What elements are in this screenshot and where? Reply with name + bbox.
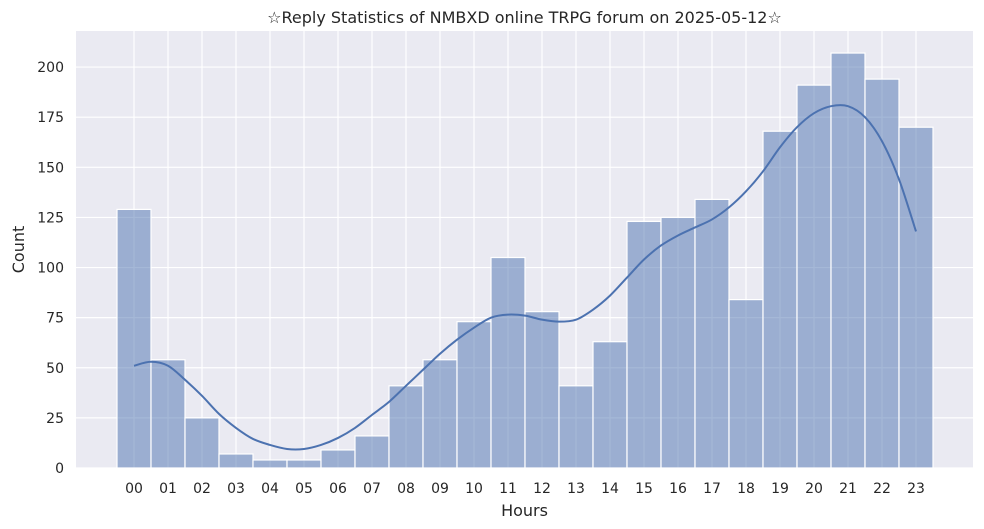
bar-hour-06: [320, 449, 356, 469]
x-tick-label-04: 04: [261, 481, 279, 497]
y-tick-labels: 0 25 50 75 100 125 150 175 200: [37, 60, 64, 477]
histogram-bars: [116, 52, 934, 469]
bar-hour-13: [558, 385, 594, 469]
x-tick-label-10: 10: [465, 481, 483, 497]
x-tick-label-19: 19: [771, 481, 789, 497]
x-tick-label-18: 18: [737, 481, 755, 497]
x-axis-title: Hours: [501, 501, 548, 520]
x-tick-label-21: 21: [839, 481, 857, 497]
x-tick-label-09: 09: [431, 481, 449, 497]
bar-hour-19: [762, 130, 798, 469]
x-tick-label-00: 00: [125, 481, 143, 497]
y-tick-label-175: 175: [37, 110, 64, 126]
bar-hour-08: [388, 385, 424, 469]
x-tick-label-03: 03: [227, 481, 245, 497]
bar-hour-14: [592, 341, 628, 469]
x-tick-label-14: 14: [601, 481, 619, 497]
x-tick-label-11: 11: [499, 481, 517, 497]
bar-hour-20: [796, 84, 832, 469]
bar-hour-03: [218, 453, 254, 469]
x-tick-label-20: 20: [805, 481, 823, 497]
bar-hour-09: [422, 359, 458, 469]
y-tick-label-25: 25: [46, 411, 64, 427]
bar-hour-21: [830, 52, 866, 469]
bar-hour-12: [524, 311, 560, 469]
y-tick-label-100: 100: [37, 261, 64, 277]
y-tick-label-125: 125: [37, 210, 64, 226]
x-tick-labels: 00 01 02 03 04 05 06 07 08 09 10 11 12 13 14 15 16 17 18 19…: [125, 481, 925, 497]
bar-hour-17: [694, 198, 730, 469]
bar-hour-10: [456, 321, 492, 469]
x-tick-label-22: 22: [873, 481, 891, 497]
bar-hour-11: [490, 256, 526, 469]
x-tick-label-23: 23: [907, 481, 925, 497]
x-tick-label-12: 12: [533, 481, 551, 497]
x-tick-label-07: 07: [363, 481, 381, 497]
bar-hour-04: [252, 459, 288, 469]
y-axis-title: Count: [9, 226, 28, 274]
y-tick-label-200: 200: [37, 60, 64, 76]
bar-hour-01: [150, 359, 186, 469]
kde-curve: [133, 104, 917, 451]
bar-hour-07: [354, 435, 390, 469]
bar-hour-22: [864, 78, 900, 469]
x-tick-label-01: 01: [159, 481, 177, 497]
bar-hour-18: [728, 299, 764, 469]
bar-hour-23: [898, 126, 934, 469]
bar-hour-05: [286, 459, 322, 469]
y-tick-label-150: 150: [37, 160, 64, 176]
x-tick-label-16: 16: [669, 481, 687, 497]
bar-hour-16: [660, 216, 696, 469]
y-tick-label-0: 0: [55, 461, 64, 477]
x-tick-label-06: 06: [329, 481, 347, 497]
bar-hour-15: [626, 220, 662, 469]
bar-hour-00: [116, 208, 152, 469]
y-tick-label-75: 75: [46, 311, 64, 327]
x-tick-label-08: 08: [397, 481, 415, 497]
x-tick-label-17: 17: [703, 481, 721, 497]
chart-title: ☆Reply Statistics of NMBXD online TRPG f…: [267, 8, 782, 27]
x-tick-label-15: 15: [635, 481, 653, 497]
x-tick-label-05: 05: [295, 481, 313, 497]
bar-hour-02: [184, 417, 220, 469]
y-tick-label-50: 50: [46, 361, 64, 377]
x-tick-label-02: 02: [193, 481, 211, 497]
x-tick-label-13: 13: [567, 481, 585, 497]
